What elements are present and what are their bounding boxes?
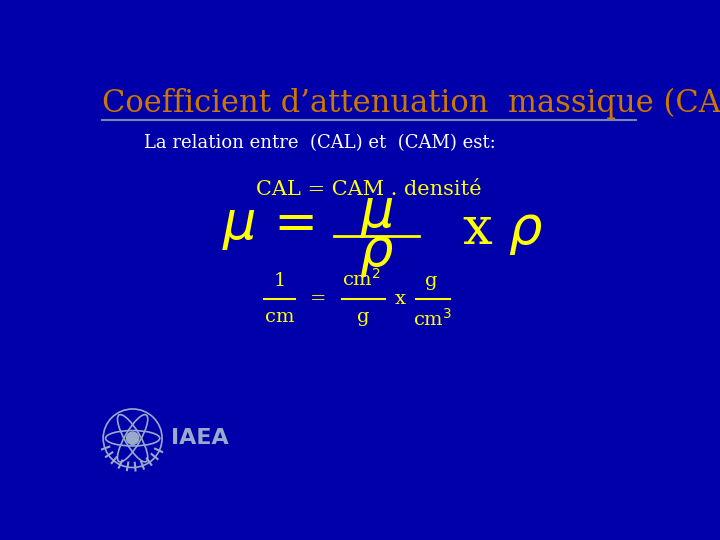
Text: $\mu$ =: $\mu$ = (222, 201, 314, 252)
Text: =: = (310, 290, 327, 308)
Text: Coefficient d’attenuation  massique (CAM): Coefficient d’attenuation massique (CAM) (102, 88, 720, 119)
Text: La relation entre  (CAL) et  (CAM) est:: La relation entre (CAL) et (CAM) est: (144, 134, 496, 152)
Text: cm$^3$: cm$^3$ (413, 308, 452, 330)
Text: $\rho$: $\rho$ (359, 228, 395, 279)
Circle shape (127, 432, 139, 444)
Text: g: g (356, 308, 369, 326)
Text: cm: cm (265, 308, 294, 326)
Text: x: x (395, 290, 405, 308)
Text: $\mu$: $\mu$ (360, 190, 394, 240)
Text: cm$^2$: cm$^2$ (342, 268, 381, 289)
Text: 1: 1 (274, 272, 286, 289)
Text: IAEA: IAEA (171, 428, 229, 448)
Text: g: g (425, 272, 437, 289)
Text: CAL = CAM . densité: CAL = CAM . densité (256, 180, 482, 199)
Text: x $\rho$: x $\rho$ (462, 206, 544, 258)
